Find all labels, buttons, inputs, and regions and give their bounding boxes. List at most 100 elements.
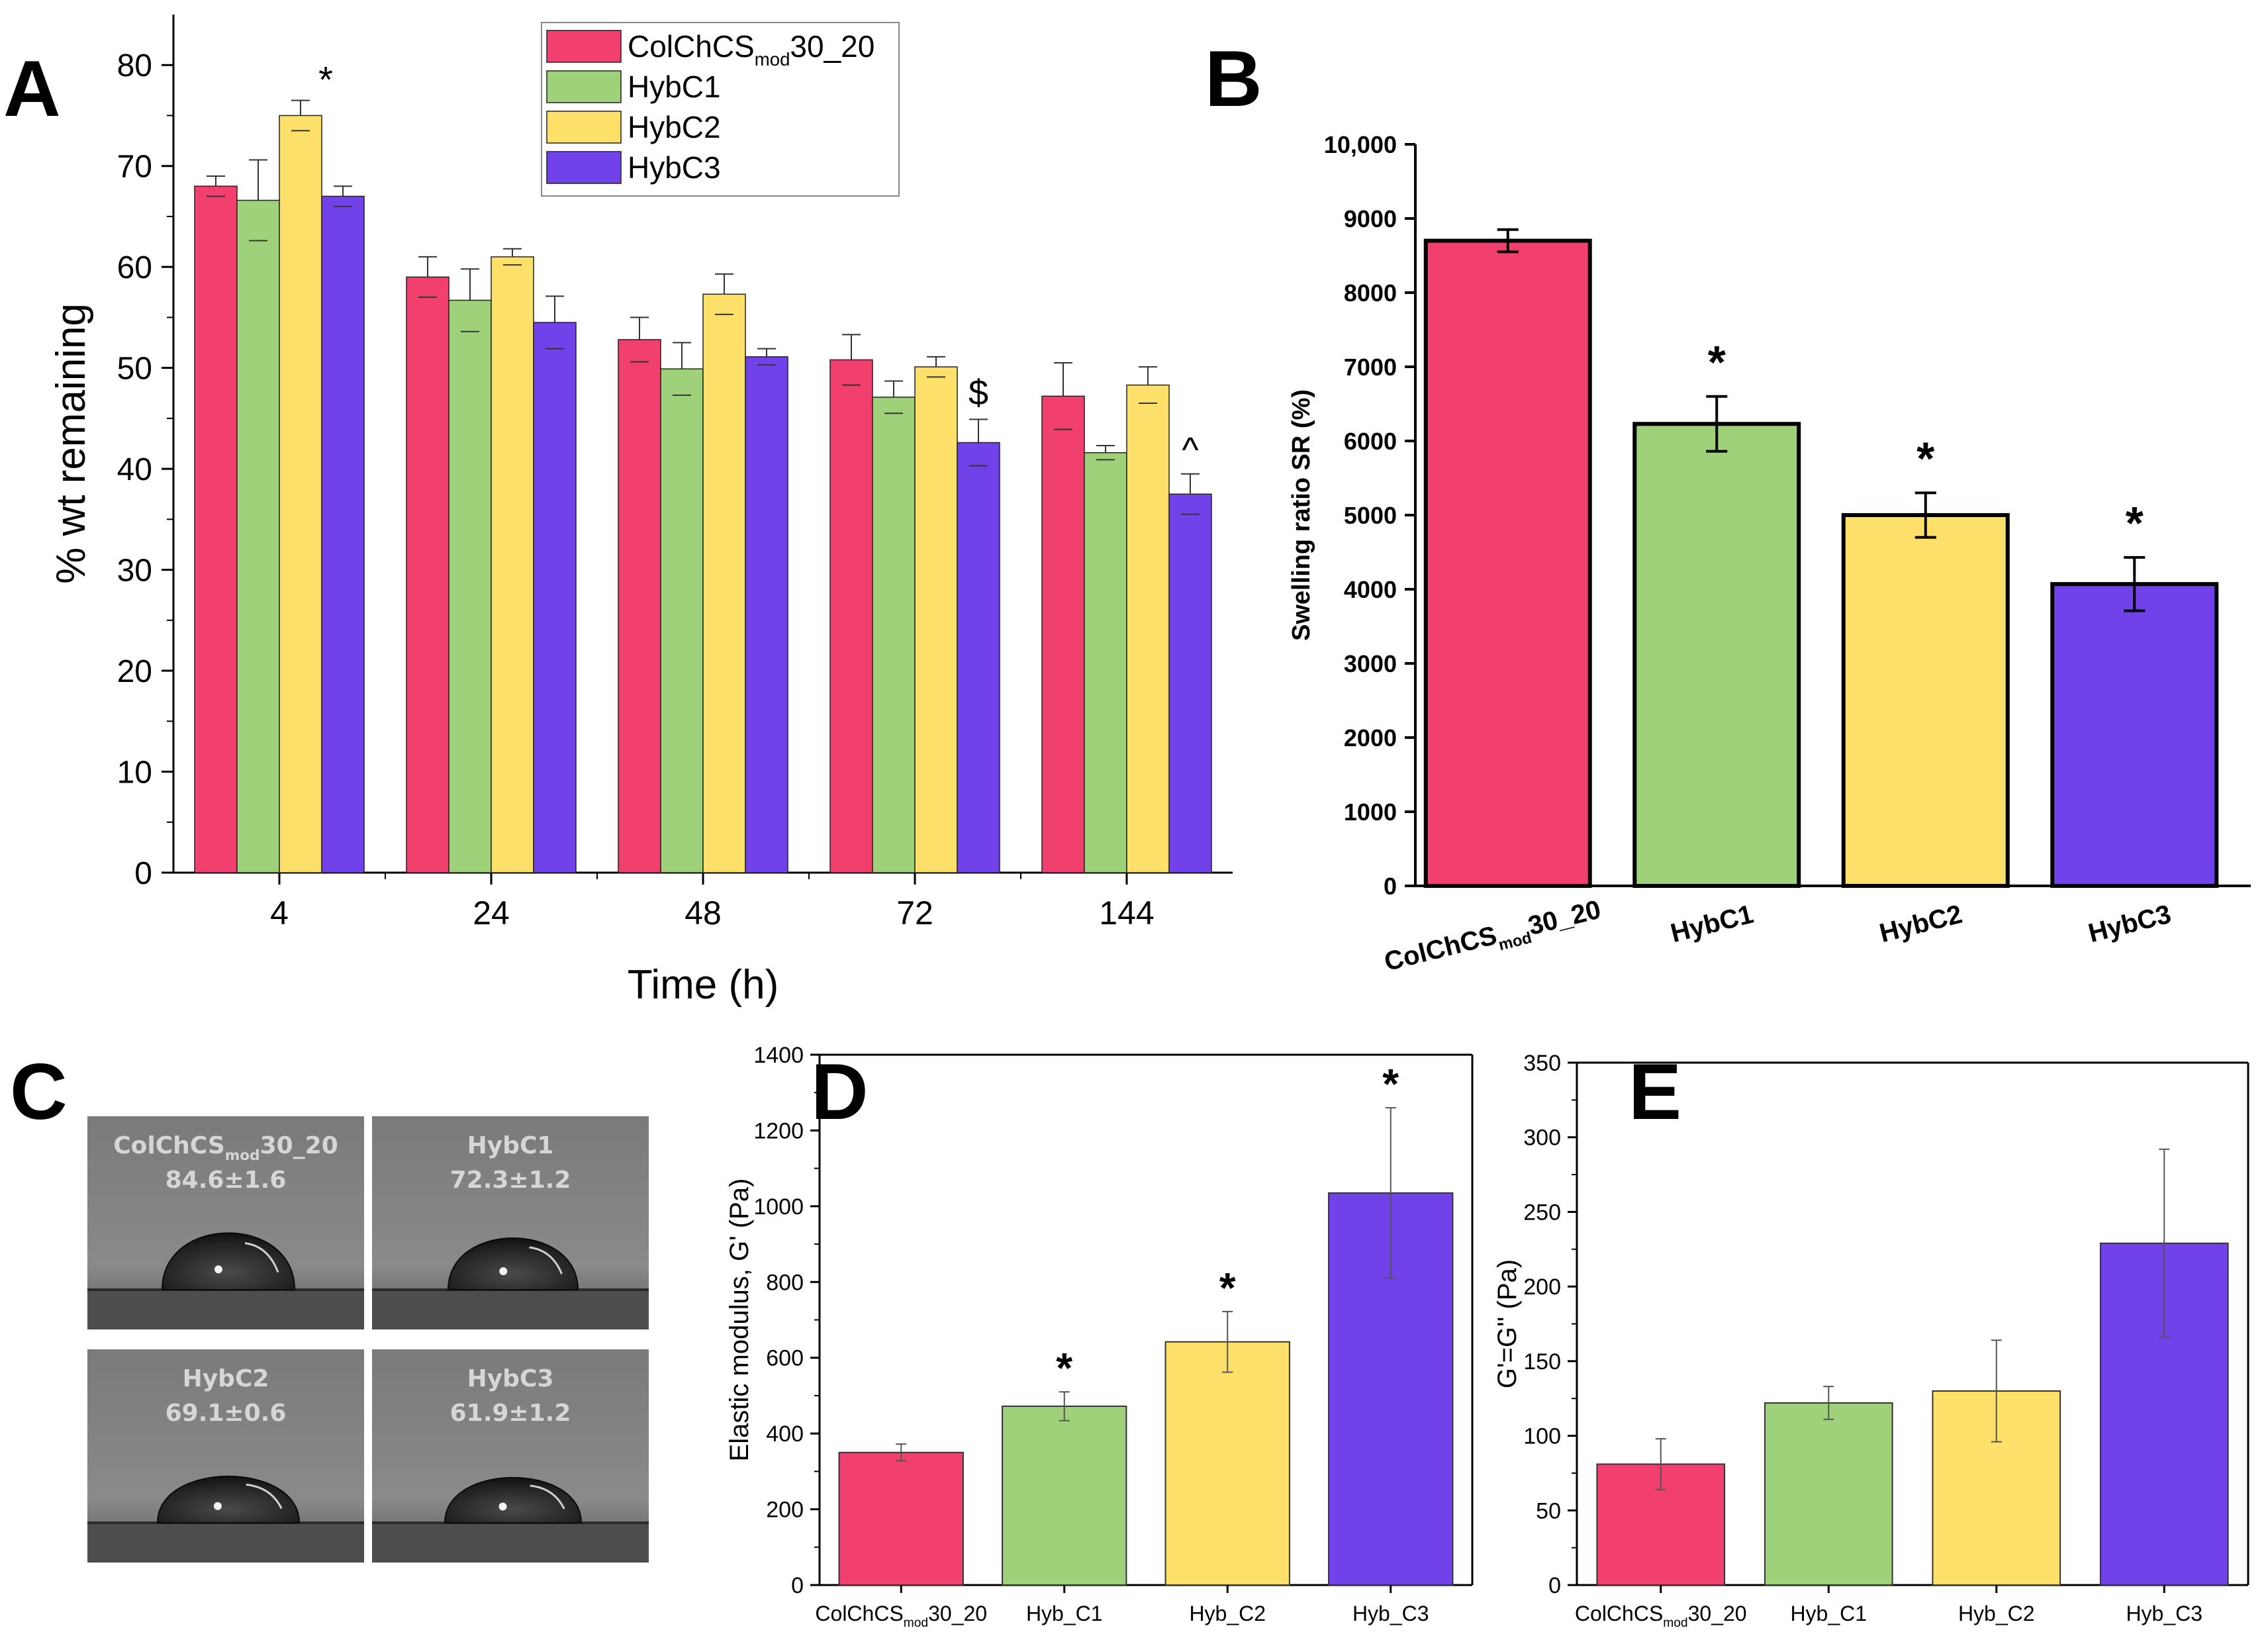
legend-label: HybC1 bbox=[628, 70, 721, 104]
bar-HybC1 bbox=[1632, 422, 1801, 888]
y-tick-label: 350 bbox=[1523, 1051, 1561, 1076]
x-tick-label-main: Hyb_C1 bbox=[1026, 1602, 1103, 1625]
y-tick-label: 600 bbox=[766, 1346, 804, 1371]
x-tick-label-main: HybC3 bbox=[2085, 900, 2174, 948]
y-axis-title: Swelling ratio SR (%) bbox=[1288, 389, 1315, 641]
bar-ColChCS-72h bbox=[829, 359, 873, 873]
x-tick-label: 24 bbox=[473, 894, 510, 932]
x-tick-label-main: Hyb_C2 bbox=[1189, 1602, 1266, 1625]
x-tick-label-sub: mod bbox=[1663, 1616, 1687, 1630]
x-tick-label: HybC2 bbox=[1877, 900, 1965, 948]
y-tick-label: 200 bbox=[1523, 1275, 1561, 1300]
photo-sample-label: HybC1 bbox=[467, 1132, 554, 1159]
y-tick-label: 400 bbox=[766, 1422, 804, 1447]
droplet-highlight bbox=[498, 1502, 507, 1511]
y-tick-label: 150 bbox=[1523, 1349, 1561, 1375]
chart-b-swelling-ratio: 0 1000 2000 3000 4000 5000 6000 7000 8000 9000 10,… bbox=[1288, 131, 2251, 977]
bar-HybC2 bbox=[1841, 513, 2010, 888]
photo-sample-label-sub: mod bbox=[225, 1147, 260, 1164]
y-tick-label: 60 bbox=[117, 250, 152, 285]
bar-HybC1 bbox=[1764, 1402, 1893, 1586]
x-tick-label: 4 bbox=[270, 894, 289, 932]
y-tick-label: 300 bbox=[1523, 1126, 1561, 1151]
water-droplet bbox=[447, 1237, 579, 1290]
x-tick-label-tail: 30_20 bbox=[1688, 1602, 1747, 1625]
droplet-reflection bbox=[246, 1483, 283, 1510]
droplet-highlight bbox=[214, 1265, 222, 1274]
x-tick-label-main: ColChCS bbox=[1382, 921, 1500, 977]
bar-ColChCS-24h bbox=[406, 276, 449, 873]
y-tick-label: 10 bbox=[117, 755, 152, 791]
bar-HybC1-48h bbox=[660, 368, 704, 873]
x-tick-label-main: Hyb_C1 bbox=[1790, 1602, 1867, 1625]
y-tick-label: 250 bbox=[1523, 1200, 1561, 1225]
x-tick-label-main: HybC1 bbox=[1668, 900, 1756, 948]
bar-HybC3-24h bbox=[533, 322, 577, 873]
significance-mark: * bbox=[1382, 1060, 1399, 1108]
y-tick-label: 50 bbox=[1536, 1498, 1561, 1523]
y-tick-label: 50 bbox=[117, 352, 152, 387]
substrate bbox=[372, 1290, 649, 1329]
x-tick-label: 144 bbox=[1099, 894, 1154, 932]
y-tick-label: 4000 bbox=[1344, 576, 1397, 603]
legend-label-main: HybC3 bbox=[628, 150, 721, 185]
y-tick-label: 80 bbox=[117, 48, 152, 83]
contact-angle-value: 61.9±1.2 bbox=[450, 1400, 571, 1427]
x-tick-label: 72 bbox=[896, 894, 933, 932]
x-tick-label: Hyb_C1 bbox=[1790, 1602, 1867, 1625]
significance-mark: * bbox=[1708, 336, 1726, 388]
significance-mark: * bbox=[1056, 1344, 1072, 1392]
legend-label: ColChCSmod30_20 bbox=[628, 29, 874, 70]
chart-a-weight-remaining: 0 10 20 30 40 50 60 70 80 4 24 48 72 144 * $ ^ Time (h) % … bbox=[48, 15, 1233, 1008]
bar-HybC2 bbox=[1164, 1341, 1290, 1586]
legend-label-main: ColChCS bbox=[628, 29, 755, 64]
bar-HybC2-24h bbox=[491, 256, 534, 873]
y-tick-label: 200 bbox=[766, 1498, 804, 1523]
y-tick-label: 3000 bbox=[1344, 650, 1397, 677]
x-tick-label-main: ColChCS bbox=[1575, 1602, 1663, 1625]
bar-HybC2-72h bbox=[914, 366, 958, 873]
photo-sample-label-main: HybC3 bbox=[467, 1365, 554, 1392]
panel-c-contact-angle-photos: ColChCSmod30_20 84.6±1.6 HybC1 72.3±1.2 HybC… bbox=[87, 1116, 649, 1563]
bar-HybC2-144h bbox=[1126, 384, 1170, 873]
significance-mark: * bbox=[1916, 432, 1935, 484]
y-tick-label: 6000 bbox=[1344, 428, 1397, 455]
y-tick-label: 2000 bbox=[1344, 724, 1397, 751]
legend-swatch bbox=[546, 151, 622, 184]
panel-letter-e: E bbox=[1629, 1047, 1681, 1136]
photo-sample-label-tail: 30_20 bbox=[260, 1132, 338, 1159]
legend-swatch bbox=[546, 30, 622, 63]
y-tick-label: 30 bbox=[117, 554, 152, 589]
legend-label: HybC3 bbox=[628, 150, 721, 185]
y-tick-label: 0 bbox=[791, 1573, 804, 1598]
significance-mark: * bbox=[318, 59, 333, 101]
y-tick-label: 0 bbox=[134, 856, 152, 891]
y-tick-label: 0 bbox=[1548, 1573, 1561, 1598]
y-axis-title: G'=G'' (Pa) bbox=[1493, 1259, 1522, 1388]
y-tick-label: 10,000 bbox=[1324, 131, 1397, 158]
bar-HybC1-144h bbox=[1084, 452, 1127, 873]
x-tick-label: ColChCSmod30_20 bbox=[1575, 1602, 1747, 1630]
contact-angle-value: 72.3±1.2 bbox=[450, 1167, 571, 1194]
y-tick-label: 1200 bbox=[753, 1118, 804, 1143]
photo-sample-label: ColChCSmod30_20 bbox=[113, 1132, 338, 1164]
bar-HybC1-4h bbox=[236, 199, 280, 873]
bar-ColChCS bbox=[1423, 238, 1592, 889]
y-tick-label: 70 bbox=[117, 150, 152, 185]
photo-sample-label: HybC2 bbox=[183, 1365, 269, 1392]
y-tick-label: 800 bbox=[766, 1270, 804, 1295]
x-tick-label: ColChCSmod30_20 bbox=[815, 1602, 987, 1630]
water-droplet bbox=[444, 1476, 583, 1523]
legend-label: HybC2 bbox=[628, 110, 721, 144]
y-tick-label: 9000 bbox=[1344, 205, 1397, 232]
y-tick-label: 1400 bbox=[753, 1043, 804, 1068]
photo-sample-label: HybC3 bbox=[467, 1365, 554, 1392]
water-droplet bbox=[156, 1475, 301, 1523]
legend-label-tail: 30_20 bbox=[790, 29, 874, 64]
y-tick-label: 7000 bbox=[1344, 354, 1397, 381]
substrate bbox=[87, 1523, 364, 1563]
x-tick-label-main: Hyb_C3 bbox=[1352, 1602, 1429, 1625]
significance-mark: * bbox=[2126, 497, 2144, 549]
